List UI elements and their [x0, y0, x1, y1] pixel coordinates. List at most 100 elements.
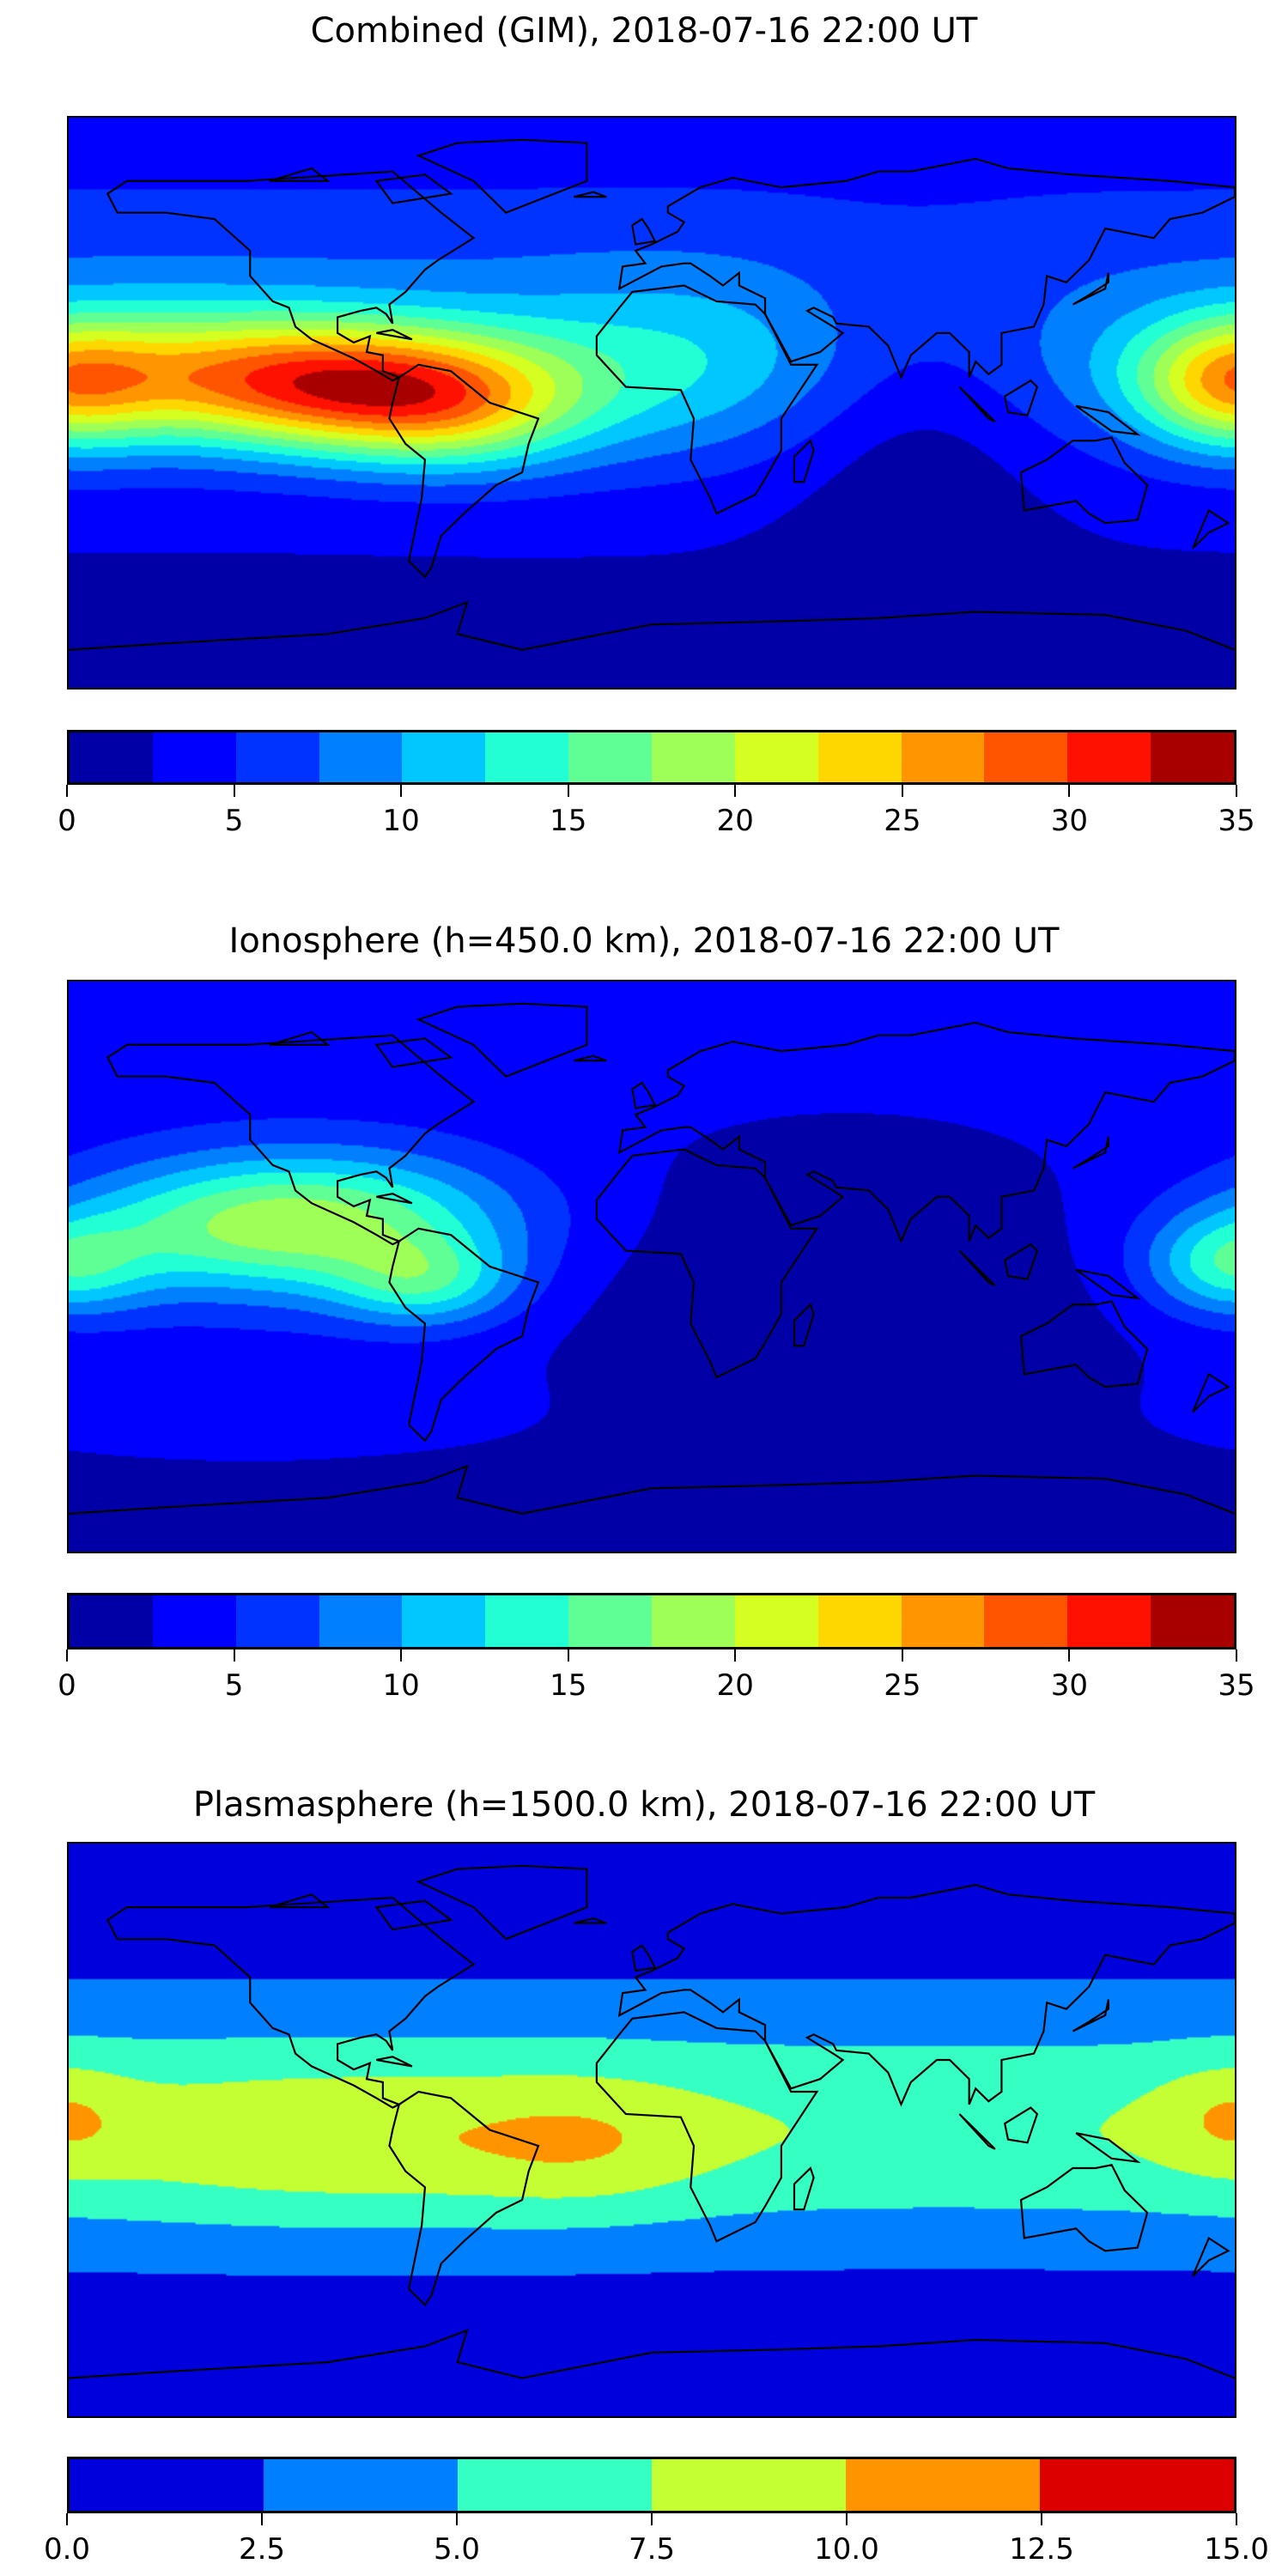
- coastline: [1193, 510, 1228, 548]
- coastlines: [69, 1844, 1235, 2416]
- colorbar-tick: [66, 1649, 68, 1662]
- colorbar-segment: [402, 1595, 486, 1647]
- colorbar-segment: [235, 1595, 319, 1647]
- colorbar-tick: [1236, 1649, 1237, 1662]
- map-plasmasphere: [67, 1842, 1236, 2418]
- colorbar-tick: [66, 2513, 68, 2525]
- coastline: [270, 168, 328, 181]
- colorbar-tick: [1236, 2513, 1237, 2525]
- coastline: [1021, 438, 1147, 524]
- colorbar-tick-label: 0: [58, 804, 76, 838]
- coastline: [632, 1946, 654, 1971]
- colorbar-tick-label: 25: [884, 1668, 921, 1703]
- coastline: [376, 1194, 411, 1203]
- colorbar-segment: [652, 2459, 846, 2511]
- colorbar-tick-label: 30: [1050, 1668, 1089, 1703]
- colorbar-segment: [984, 732, 1068, 782]
- colorbar-tick: [1041, 2513, 1042, 2525]
- coastline: [107, 1036, 473, 1244]
- colorbar-segment: [734, 732, 818, 782]
- colorbar-segment: [235, 732, 319, 782]
- coastline: [794, 440, 814, 482]
- colorbar-tick-label: 10.0: [814, 2532, 879, 2567]
- colorbar-tick-label: 30: [1050, 804, 1089, 838]
- map-combined: [67, 116, 1236, 690]
- colorbar-tick-label: 2.5: [238, 2532, 286, 2567]
- coastline: [418, 140, 586, 213]
- panel-title-ionosphere: Ionosphere (h=450.0 km), 2018-07-16 22:0…: [228, 921, 1060, 961]
- coastline: [1005, 1244, 1037, 1279]
- colorbar-segment: [901, 732, 985, 782]
- colorbar-segment: [1067, 1595, 1151, 1647]
- colorbar-tick-label: 0: [58, 1668, 76, 1703]
- colorbar-segment: [984, 1595, 1068, 1647]
- colorbar-segment: [901, 1595, 985, 1647]
- colorbar-tick-label: 0.0: [43, 2532, 91, 2567]
- colorbar-segment: [817, 732, 902, 782]
- colorbar-plasmasphere: [67, 2457, 1236, 2513]
- colorbar-tick-label: 35: [1218, 1668, 1255, 1703]
- coastline: [574, 1918, 606, 1923]
- coastline: [389, 1229, 538, 1441]
- colorbar-tick-label: 20: [716, 1668, 754, 1703]
- colorbar-tick: [400, 785, 403, 797]
- colorbar-tick: [1068, 785, 1071, 797]
- colorbar-tick: [734, 785, 737, 797]
- colorbar-tick-label: 10: [382, 804, 420, 838]
- colorbar-tick: [261, 2513, 263, 2525]
- coastline: [574, 1056, 606, 1061]
- coastline: [1072, 2000, 1108, 2032]
- colorbar-segment: [1067, 732, 1151, 782]
- coastline: [376, 1901, 451, 1929]
- colorbar-segment: [652, 1595, 735, 1647]
- colorbar-segment: [485, 1595, 569, 1647]
- coastline: [1193, 1374, 1228, 1412]
- colorbar-tick: [901, 785, 903, 797]
- colorbar-tick: [567, 1649, 569, 1662]
- coastline: [1193, 2238, 1228, 2275]
- colorbar-ticks-ionosphere: 0 5 10 15 20 25 30 35: [58, 1649, 1255, 1703]
- colorbar-segment: [568, 732, 653, 782]
- colorbar-segment: [1151, 1595, 1235, 1647]
- colorbar-segment: [734, 1595, 818, 1647]
- colorbar-segment: [458, 2459, 652, 2511]
- colorbar-tick: [846, 2513, 848, 2525]
- colorbar-tick-label: 5: [224, 1668, 244, 1703]
- coastline: [619, 1885, 1235, 2105]
- colorbar-ticks-plasmasphere: 0.0 2.5 5.0 7.5 10.0 12.5 15.0: [44, 2513, 1269, 2567]
- coastline: [1072, 273, 1108, 305]
- colorbar-tick-label: 15.0: [1204, 2532, 1269, 2567]
- colorbar-tick-label: 5.0: [433, 2532, 481, 2567]
- colorbar-tick-label: 7.5: [628, 2532, 676, 2567]
- coastline: [418, 1004, 586, 1077]
- coastline: [959, 1251, 994, 1286]
- colorbar-combined: [67, 730, 1236, 785]
- coastline: [270, 1894, 328, 1907]
- colorbar-segment: [319, 1595, 403, 1647]
- colorbar-segment: [152, 1595, 236, 1647]
- colorbar-tick: [1236, 785, 1237, 797]
- coastlines: [69, 981, 1235, 1552]
- coastline: [619, 1023, 1235, 1242]
- coastline: [389, 365, 538, 577]
- colorbar-tick: [567, 785, 569, 797]
- colorbar-segment: [402, 732, 486, 782]
- coastlines: [69, 118, 1235, 688]
- colorbar-tick-label: 15: [550, 804, 587, 838]
- colorbar-tick: [901, 1649, 903, 1662]
- coastline: [376, 330, 411, 339]
- colorbar-segment: [485, 732, 569, 782]
- coastline: [107, 1898, 473, 2108]
- colorbar-tick-label: 20: [716, 804, 754, 838]
- coastline: [959, 2114, 994, 2149]
- colorbar-tick-label: 25: [884, 804, 921, 838]
- colorbar-ticks-combined: 0 5 10 15 20 25 30 35: [58, 785, 1255, 838]
- coastline: [1072, 1137, 1108, 1169]
- tec-field-ionosphere: [69, 981, 1235, 1552]
- colorbar-segment: [319, 732, 403, 782]
- coastline: [1021, 1302, 1147, 1388]
- colorbar-tick: [1068, 1649, 1071, 1662]
- colorbar-tick-label: 15: [550, 1668, 587, 1703]
- colorbar-tick: [456, 2513, 458, 2525]
- tec-field-combined: [69, 118, 1235, 688]
